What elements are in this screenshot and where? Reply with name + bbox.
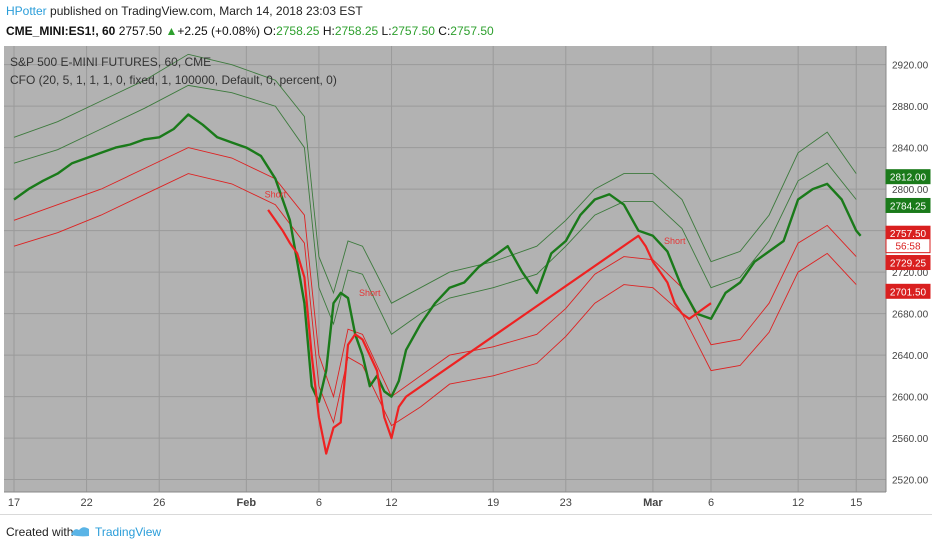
x-tick-label: 12: [385, 497, 397, 509]
series-band-upper-outer: [13, 53, 857, 304]
chart-title: S&P 500 E-MINI FUTURES, 60, CME: [10, 55, 211, 69]
x-tick-label: Feb: [237, 497, 257, 509]
high-value: 2758.25: [334, 24, 379, 38]
y-tick-label: 2840.00: [892, 144, 929, 155]
x-tick-label: 23: [560, 497, 572, 509]
price-badge: 2784.25: [885, 197, 931, 213]
price-badge-text: 2757.50: [890, 229, 927, 240]
price-badge-box: [885, 255, 931, 271]
y-tick-label: 2640.00: [892, 351, 929, 362]
close-value: 2757.50: [450, 24, 494, 38]
series-band-lower-outer: [13, 173, 857, 427]
grid-layer: [4, 46, 886, 492]
y-tick-label: 2560.00: [892, 434, 929, 445]
price-badge: 2729.25: [885, 255, 931, 271]
symbol-line: CME_MINI:ES1!, 60 2757.50 ▲+2.25 (+0.08%…: [6, 24, 494, 38]
chart-svg[interactable]: Short Short Short 2520.00 2560.00 2600.00 264…: [0, 44, 932, 514]
price-badge-text: 2784.25: [890, 201, 927, 212]
price-badge: 2812.00: [885, 169, 931, 185]
x-tick-label: 26: [153, 497, 165, 509]
low-value: 2757.50: [391, 24, 435, 38]
y-tick-label: 2800.00: [892, 185, 929, 196]
price-change: +2.25 (+0.08%): [177, 24, 261, 38]
series-price: [13, 113, 862, 403]
y-tick-label: 2880.00: [892, 102, 929, 113]
price-layer: [13, 113, 862, 455]
price-badge-box: [885, 283, 931, 299]
up-arrow-icon: ▲: [165, 24, 178, 38]
tradingview-brand[interactable]: TradingView: [95, 525, 162, 539]
symbol-name[interactable]: CME_MINI:ES1!, 60: [6, 24, 116, 38]
price-badges: 2812.00 2784.25 2757.50 56:58 2729.25 2701.50: [885, 169, 931, 299]
last-price: 2757.50: [118, 24, 163, 38]
plot-background[interactable]: [4, 46, 886, 492]
price-badge-text: 2812.00: [890, 173, 927, 184]
series-band-upper-inner: [13, 84, 857, 335]
price-badge: 2757.50: [885, 225, 931, 241]
price-badge-text: 2701.50: [890, 287, 927, 298]
annotation-layer: Short Short Short: [265, 189, 686, 298]
close-label: C:: [438, 24, 451, 38]
high-label: H:: [322, 24, 335, 38]
time-axis[interactable]: 17 22 26 Feb 6 12 19 23 Mar 6 12 15: [8, 497, 862, 509]
price-badge-text: 2729.25: [890, 259, 927, 270]
published-text: published on TradingView.com, March 14, …: [46, 4, 363, 18]
price-badge-box: [885, 169, 931, 185]
series-sell-trades: [267, 209, 712, 455]
y-tick-label: 2520.00: [892, 476, 929, 487]
tradingview-logo-icon[interactable]: [70, 523, 90, 539]
price-badge: 56:58: [885, 238, 931, 254]
x-tick-label: 6: [316, 497, 322, 509]
price-badge-text: 56:58: [895, 242, 920, 253]
open-value: 2758.25: [276, 24, 320, 38]
series-band-lower-inner: [13, 147, 857, 399]
y-tick-label: 2600.00: [892, 393, 929, 404]
x-tick-label: 17: [8, 497, 20, 509]
price-badge-box: [885, 238, 931, 254]
price-badge: 2701.50: [885, 283, 931, 299]
y-tick-label: 2920.00: [892, 61, 929, 72]
short-signal-label: Short: [265, 189, 287, 199]
created-with-text: Created with: [6, 525, 74, 539]
y-tick-label: 2680.00: [892, 310, 929, 321]
low-label: L:: [381, 24, 392, 38]
price-badge-box: [885, 197, 931, 213]
x-tick-label: 12: [792, 497, 804, 509]
chart-area[interactable]: Short Short Short 2520.00 2560.00 2600.00 264…: [0, 44, 932, 514]
open-label: O:: [263, 24, 277, 38]
published-line: HPotter published on TradingView.com, Ma…: [6, 4, 363, 18]
indicator-label: CFO (20, 5, 1, 1, 1, 0, fixed, 1, 100000…: [10, 73, 337, 87]
short-signal-label: Short: [359, 288, 381, 298]
author-link[interactable]: HPotter: [6, 4, 47, 18]
x-tick-label: 19: [487, 497, 499, 509]
y-tick-label: 2720.00: [892, 268, 929, 279]
short-signal-label: Short: [664, 236, 686, 246]
x-tick-label: 22: [80, 497, 92, 509]
footer: Created with TradingView: [0, 514, 932, 551]
x-tick-label: 15: [850, 497, 862, 509]
x-tick-label: Mar: [643, 497, 663, 509]
band-layer: [13, 53, 857, 427]
chart-header: HPotter published on TradingView.com, Ma…: [0, 0, 932, 44]
x-tick-label: 6: [708, 497, 714, 509]
